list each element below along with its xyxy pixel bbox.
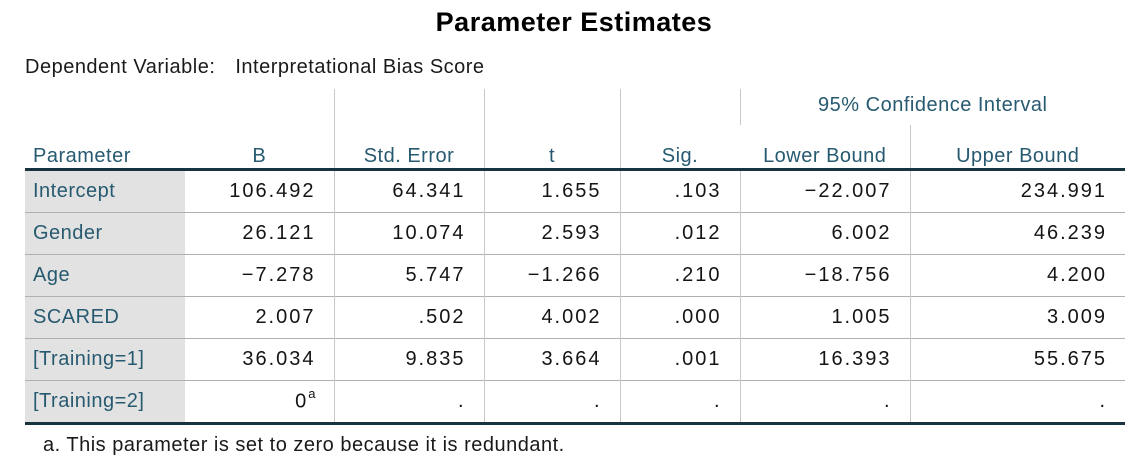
cell-lower: −22.007	[739, 169, 910, 212]
column-header-b: B	[252, 144, 267, 167]
cell-std_error: 5.747	[333, 254, 484, 296]
cell-b: 2.007	[255, 305, 316, 328]
table-header: Parameter B Std. Error t Sig. 95% Confid…	[25, 89, 1126, 169]
cell-sig: .001	[619, 338, 740, 380]
parameter-estimates-table: Parameter B Std. Error t Sig. 95% Confid…	[25, 89, 1126, 425]
dependent-variable-label: Dependent Variable:	[25, 56, 216, 78]
column-header-upper-bound: Upper Bound	[909, 125, 1126, 169]
cell-upper: .	[909, 380, 1126, 423]
cell-upper: 55.675	[909, 338, 1126, 380]
footnote-marker: a	[308, 386, 316, 402]
cell-sig: .	[619, 380, 740, 423]
cell-sig: .012	[619, 212, 740, 254]
cell-upper: 3.009	[909, 296, 1126, 338]
cell-std_error: .502	[333, 296, 484, 338]
row-label: [Training=2]	[25, 380, 185, 423]
cell-upper: 4.200	[909, 254, 1126, 296]
cell-lower: 6.002	[739, 212, 910, 254]
dependent-variable-line: Dependent Variable: Interpretational Bias…	[25, 56, 1148, 79]
cell-lower: −18.756	[739, 254, 910, 296]
row-label: [Training=1]	[25, 338, 185, 380]
cell-std_error: .	[333, 380, 484, 423]
row-label: Intercept	[25, 169, 185, 212]
cell-sig: .103	[619, 169, 740, 212]
cell-std_error: 9.835	[333, 338, 484, 380]
cell-b-value: 0	[295, 390, 309, 413]
footnote: a. This parameter is set to zero because…	[43, 433, 565, 456]
table-row: SCARED 2.007 .502 4.002.000 1.005 3.009	[25, 296, 1126, 338]
cell-sig: .210	[619, 254, 740, 296]
row-label: Age	[25, 254, 185, 296]
cell-upper: 46.239	[909, 212, 1126, 254]
cell-std_error: 10.074	[333, 212, 484, 254]
row-label: Gender	[25, 212, 185, 254]
cell-b: 36.034	[242, 347, 316, 370]
cell-t: .	[483, 380, 620, 423]
dependent-variable-value: Interpretational Bias Score	[235, 56, 485, 78]
cell-lower: 16.393	[739, 338, 910, 380]
column-header-parameter: Parameter	[33, 144, 131, 167]
table-row: [Training=1] 36.034 9.835 3.664.001 16.393 55…	[25, 338, 1126, 380]
column-header-lower-bound: Lower Bound	[763, 144, 887, 167]
cell-t: 2.593	[483, 212, 620, 254]
table-row: Gender 26.121 10.074 2.593.012 6.002 46.239	[25, 212, 1126, 254]
cell-b: 26.121	[242, 221, 316, 244]
table-title: Parameter Estimates	[435, 7, 713, 37]
cell-std_error: 64.341	[333, 169, 484, 212]
cell-b: 0a	[185, 380, 334, 423]
table-row: Intercept 106.492 64.341 1.655.103 −22.007 23…	[25, 169, 1126, 212]
cell-b: 106.492	[229, 179, 316, 202]
table-row: Age −7.278 5.747 −1.266.210 −18.756 4.200	[25, 254, 1126, 296]
cell-lower: 1.005	[739, 296, 910, 338]
column-header-std-error: Std. Error	[333, 89, 484, 169]
table-body: Intercept 106.492 64.341 1.655.103 −22.007 23…	[25, 169, 1126, 423]
cell-lower: .	[739, 380, 910, 423]
cell-sig: .000	[619, 296, 740, 338]
cell-t: 4.002	[483, 296, 620, 338]
table-row: [Training=2] 0a.....	[25, 380, 1126, 423]
cell-upper: 234.991	[909, 169, 1126, 212]
cell-t: 1.655	[483, 169, 620, 212]
column-header-t: t	[483, 89, 620, 169]
cell-b: −7.278	[241, 263, 316, 286]
column-group-confidence-interval: 95% Confidence Interval	[739, 89, 1126, 125]
row-label: SCARED	[25, 296, 185, 338]
cell-t: 3.664	[483, 338, 620, 380]
cell-t: −1.266	[483, 254, 620, 296]
column-header-sig: Sig.	[619, 89, 740, 169]
